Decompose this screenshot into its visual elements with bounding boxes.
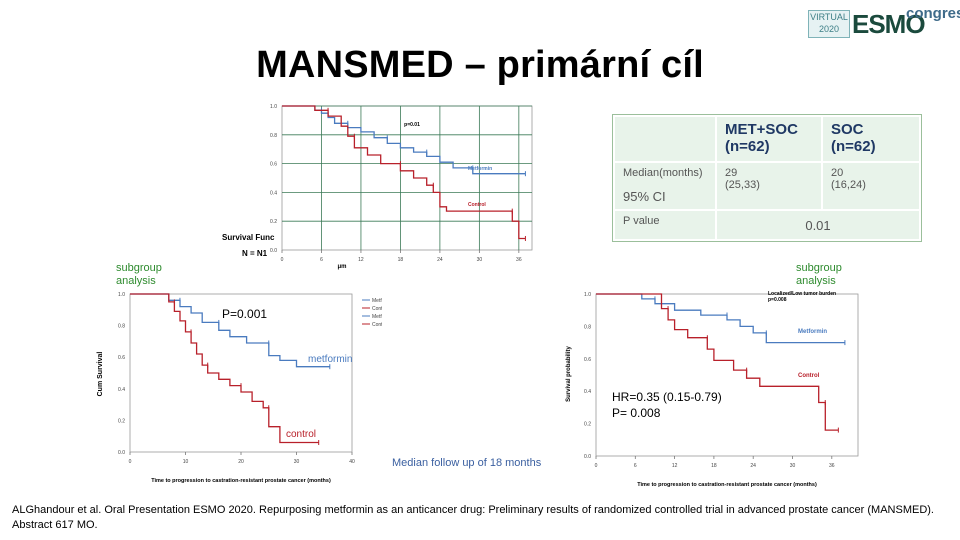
x-tick-label: 36 — [829, 463, 835, 469]
overall-metformin-label: Metformin — [468, 166, 492, 172]
x-tick-label: 30 — [477, 257, 483, 263]
x-tick-label: 40 — [349, 459, 355, 465]
pvalue-value: 0.01 — [715, 209, 921, 241]
left-xlabel: Time to progression to castration-resist… — [151, 478, 331, 484]
km-curve-metformin — [282, 105, 526, 175]
x-tick-label: 10 — [183, 459, 189, 465]
y-tick-label: 1.0 — [584, 292, 591, 298]
soc-ci-value: (16,24) — [831, 179, 866, 191]
x-tick-label: 18 — [711, 463, 717, 469]
left-p-annotation: P=0.001 — [222, 307, 267, 321]
soc-median-value: 20 — [831, 167, 844, 179]
right-xlabel: Time to progression to castration-resist… — [637, 482, 817, 488]
x-tick-label: 18 — [398, 257, 404, 263]
followup-note: Median follow up of 18 months — [392, 457, 542, 469]
y-tick-label: 1.0 — [118, 292, 125, 298]
y-tick-label: 1.0 — [270, 104, 277, 110]
y-tick-label: 0.4 — [270, 190, 277, 196]
overall-footnote: N = N1 — [242, 249, 268, 258]
x-tick-label: 12 — [672, 463, 678, 469]
x-tick-label: 36 — [516, 257, 522, 263]
left-subgroup-km-chart: 0 10 20 30 40 0.0 0.2 0.4 0.6 0.8 1.0 P=0.001 Metfor… — [97, 292, 382, 484]
row-label-median: Median(months) 95% CI — [613, 161, 717, 211]
km-curve-metformin — [130, 293, 330, 368]
y-tick-label: 0.2 — [270, 219, 277, 225]
x-tick-label: 24 — [750, 463, 756, 469]
x-tick-label: 30 — [790, 463, 796, 469]
km-curve-control — [282, 105, 526, 240]
left-ylabel: Cum Survival — [97, 352, 104, 397]
right-annotation-line2: p=0.008 — [768, 297, 787, 303]
y-tick-label: 0.2 — [118, 418, 125, 424]
col-header-soc: SOC (n=62) — [821, 115, 921, 163]
logo-congress-text: congress — [906, 5, 960, 22]
legend-item-3: Control-cens — [372, 322, 382, 328]
results-table: MET+SOC (n=62) SOC (n=62) Median(months)… — [612, 114, 922, 242]
km-curve-control — [130, 293, 319, 444]
y-tick-label: 0.6 — [270, 162, 277, 168]
y-tick-label: 0.0 — [118, 450, 125, 456]
y-tick-label: 0.8 — [118, 324, 125, 330]
legend-item-1: Control — [372, 306, 382, 312]
median-label: Median(months) — [623, 167, 703, 179]
logo-virtual-text: VIRTUAL — [810, 12, 848, 22]
overall-ylabel: Survival Func — [222, 233, 275, 242]
right-metformin-label: Metformin — [798, 329, 827, 335]
x-tick-label: 0 — [595, 463, 598, 469]
overall-p-annotation: p=0.01 — [404, 122, 420, 128]
overall-control-label: Control — [468, 202, 486, 208]
x-tick-label: 12 — [358, 257, 364, 263]
met-median-value: 29 — [725, 167, 738, 179]
y-tick-label: 0.0 — [270, 248, 277, 254]
pvalue-label: P value — [613, 209, 717, 241]
col-header-met: MET+SOC (n=62) — [715, 115, 823, 163]
overall-xlabel: μm — [337, 264, 346, 270]
right-ylabel: Survival probability — [566, 345, 572, 401]
met-ci-value: (25,33) — [725, 179, 760, 191]
left-metformin-label: metformin — [308, 354, 352, 365]
x-tick-label: 0 — [129, 459, 132, 465]
legend-item-0: Metformin — [372, 298, 382, 304]
logo-esmo-text: ESMO — [852, 9, 926, 39]
x-tick-label: 6 — [634, 463, 637, 469]
esmo-virtual-logo: VIRTUAL 2020 ESMO congress — [808, 5, 960, 39]
soc-median-cell: 20 (16,24) — [821, 161, 921, 211]
slide-title: MANSMED – primární cíl — [256, 44, 704, 86]
y-tick-label: 0.8 — [270, 133, 277, 139]
y-tick-label: 0.2 — [584, 422, 591, 428]
right-control-label: Control — [798, 373, 820, 379]
left-control-label: control — [286, 429, 316, 440]
y-tick-label: 0.4 — [584, 389, 591, 395]
legend-item-2: Metformin-cens — [372, 314, 382, 320]
x-tick-label: 6 — [320, 257, 323, 263]
km-curve-control — [596, 293, 839, 431]
x-tick-label: 24 — [437, 257, 443, 263]
ci-label: 95% CI — [623, 189, 666, 204]
logo-year-text: 2020 — [818, 24, 840, 34]
x-tick-label: 0 — [281, 257, 284, 263]
right-subgroup-label: subgroup analysis — [796, 262, 842, 287]
x-tick-label: 20 — [238, 459, 244, 465]
overall-km-chart: 0 6 12 18 24 30 36 0.0 0.2 0.4 0.6 0.8 1.0 p=0.01 Metf… — [222, 104, 533, 270]
plot-frame — [595, 293, 859, 457]
right-p-text: P= 0.008 — [612, 406, 661, 420]
y-tick-label: 0.6 — [118, 355, 125, 361]
right-subgroup-km-chart: 0 6 12 18 24 30 36 0.0 0.2 0.4 0.6 0.8 1.0 Localized/… — [566, 291, 859, 488]
citation-text: ALGhandour et al. Oral Presentation ESMO… — [12, 504, 934, 531]
logo-virtual-badge: VIRTUAL 2020 — [808, 10, 850, 38]
right-hr-text: HR=0.35 (0.15-0.79) — [612, 390, 722, 404]
y-tick-label: 0.0 — [584, 454, 591, 460]
x-tick-label: 30 — [294, 459, 300, 465]
plot-frame — [129, 293, 353, 453]
km-curve-metformin — [596, 293, 845, 344]
right-annotation-line1: Localized/Low tumor burden — [768, 291, 836, 297]
y-tick-label: 0.8 — [584, 324, 591, 330]
plot-frame — [281, 105, 533, 251]
table-corner-cell — [613, 115, 717, 163]
left-subgroup-label: subgroup analysis — [116, 262, 162, 287]
y-tick-label: 0.6 — [584, 357, 591, 363]
met-median-cell: 29 (25,33) — [715, 161, 823, 211]
y-tick-label: 0.4 — [118, 387, 125, 393]
